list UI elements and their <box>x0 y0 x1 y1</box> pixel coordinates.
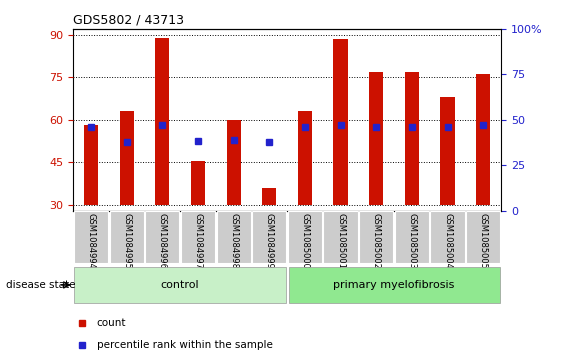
Text: disease state: disease state <box>6 280 75 290</box>
Bar <box>217 211 251 263</box>
Bar <box>74 267 287 303</box>
Bar <box>119 111 134 205</box>
Text: GSM1085004: GSM1085004 <box>443 213 452 269</box>
Text: GSM1084997: GSM1084997 <box>194 213 203 269</box>
Bar <box>191 161 205 205</box>
Text: percentile rank within the sample: percentile rank within the sample <box>97 340 272 350</box>
Bar <box>395 211 429 263</box>
Text: GSM1084996: GSM1084996 <box>158 213 167 269</box>
Bar <box>333 39 348 205</box>
Bar <box>84 126 98 205</box>
Bar <box>262 188 276 205</box>
Text: GSM1085003: GSM1085003 <box>408 213 417 269</box>
Bar <box>359 211 394 263</box>
Bar <box>440 97 455 205</box>
Text: GDS5802 / 43713: GDS5802 / 43713 <box>73 13 184 26</box>
Text: GSM1084999: GSM1084999 <box>265 213 274 269</box>
Bar <box>324 211 358 263</box>
Bar <box>74 211 108 263</box>
Bar <box>431 211 464 263</box>
Text: GSM1085000: GSM1085000 <box>301 213 310 269</box>
Bar <box>405 72 419 205</box>
Text: primary myelofibrosis: primary myelofibrosis <box>333 280 455 290</box>
Bar <box>298 111 312 205</box>
Text: count: count <box>97 318 126 328</box>
Text: control: control <box>161 280 199 290</box>
Text: GSM1085002: GSM1085002 <box>372 213 381 269</box>
Text: GSM1084995: GSM1084995 <box>122 213 131 269</box>
Bar <box>110 211 144 263</box>
Text: GSM1085001: GSM1085001 <box>336 213 345 269</box>
Bar <box>369 72 383 205</box>
Text: GSM1085005: GSM1085005 <box>479 213 488 269</box>
Bar <box>226 120 241 205</box>
Bar <box>252 211 287 263</box>
Bar <box>289 267 501 303</box>
Bar <box>145 211 180 263</box>
Bar <box>288 211 322 263</box>
Bar <box>181 211 215 263</box>
Bar <box>155 37 169 205</box>
Text: GSM1084998: GSM1084998 <box>229 213 238 269</box>
Bar <box>476 74 490 205</box>
Bar <box>466 211 501 263</box>
Text: GSM1084994: GSM1084994 <box>87 213 96 269</box>
